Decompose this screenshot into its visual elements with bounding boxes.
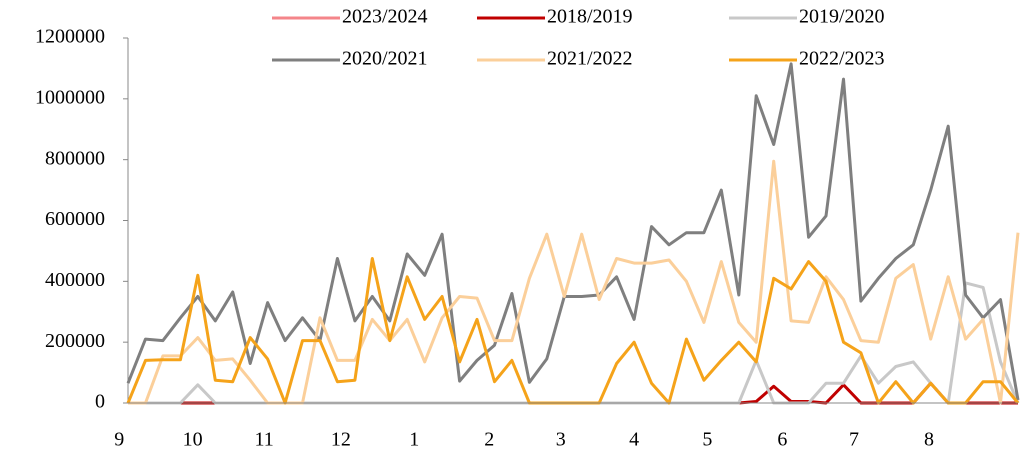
y-tick-label: 1000000 [35, 86, 105, 108]
x-tick-label: 5 [702, 429, 712, 451]
x-tick-label: 6 [777, 429, 787, 451]
x-tick-label: 9 [114, 429, 124, 451]
x-tick-label: 1 [409, 429, 419, 451]
legend-label: 2022/2023 [799, 48, 885, 70]
x-tick-label: 8 [924, 429, 934, 451]
series-line [128, 159, 1020, 405]
y-tick-label: 600000 [45, 208, 105, 230]
x-tick-label: 11 [254, 429, 273, 451]
y-tick-label: 400000 [45, 269, 105, 291]
x-tick-label: 3 [556, 429, 566, 451]
y-tick-label: 800000 [45, 147, 105, 169]
series-line [126, 257, 1020, 405]
series-line [126, 62, 1020, 401]
y-tick-label: 1200000 [35, 26, 105, 48]
x-tick-label: 2 [484, 429, 494, 451]
legend-label: 2023/2024 [342, 6, 428, 28]
legend-label: 2018/2019 [547, 6, 633, 28]
y-tick-label: 200000 [45, 330, 105, 352]
series-line [128, 281, 1020, 405]
legend-label: 2020/2021 [342, 48, 428, 70]
x-tick-label: 4 [629, 429, 639, 451]
x-tick-label: 7 [849, 429, 859, 451]
legend-label: 2021/2022 [547, 48, 633, 70]
legend-label: 2019/2020 [799, 6, 885, 28]
x-tick-label: 10 [183, 429, 203, 451]
y-tick-label: 0 [95, 391, 105, 413]
x-tick-label: 12 [331, 429, 351, 451]
